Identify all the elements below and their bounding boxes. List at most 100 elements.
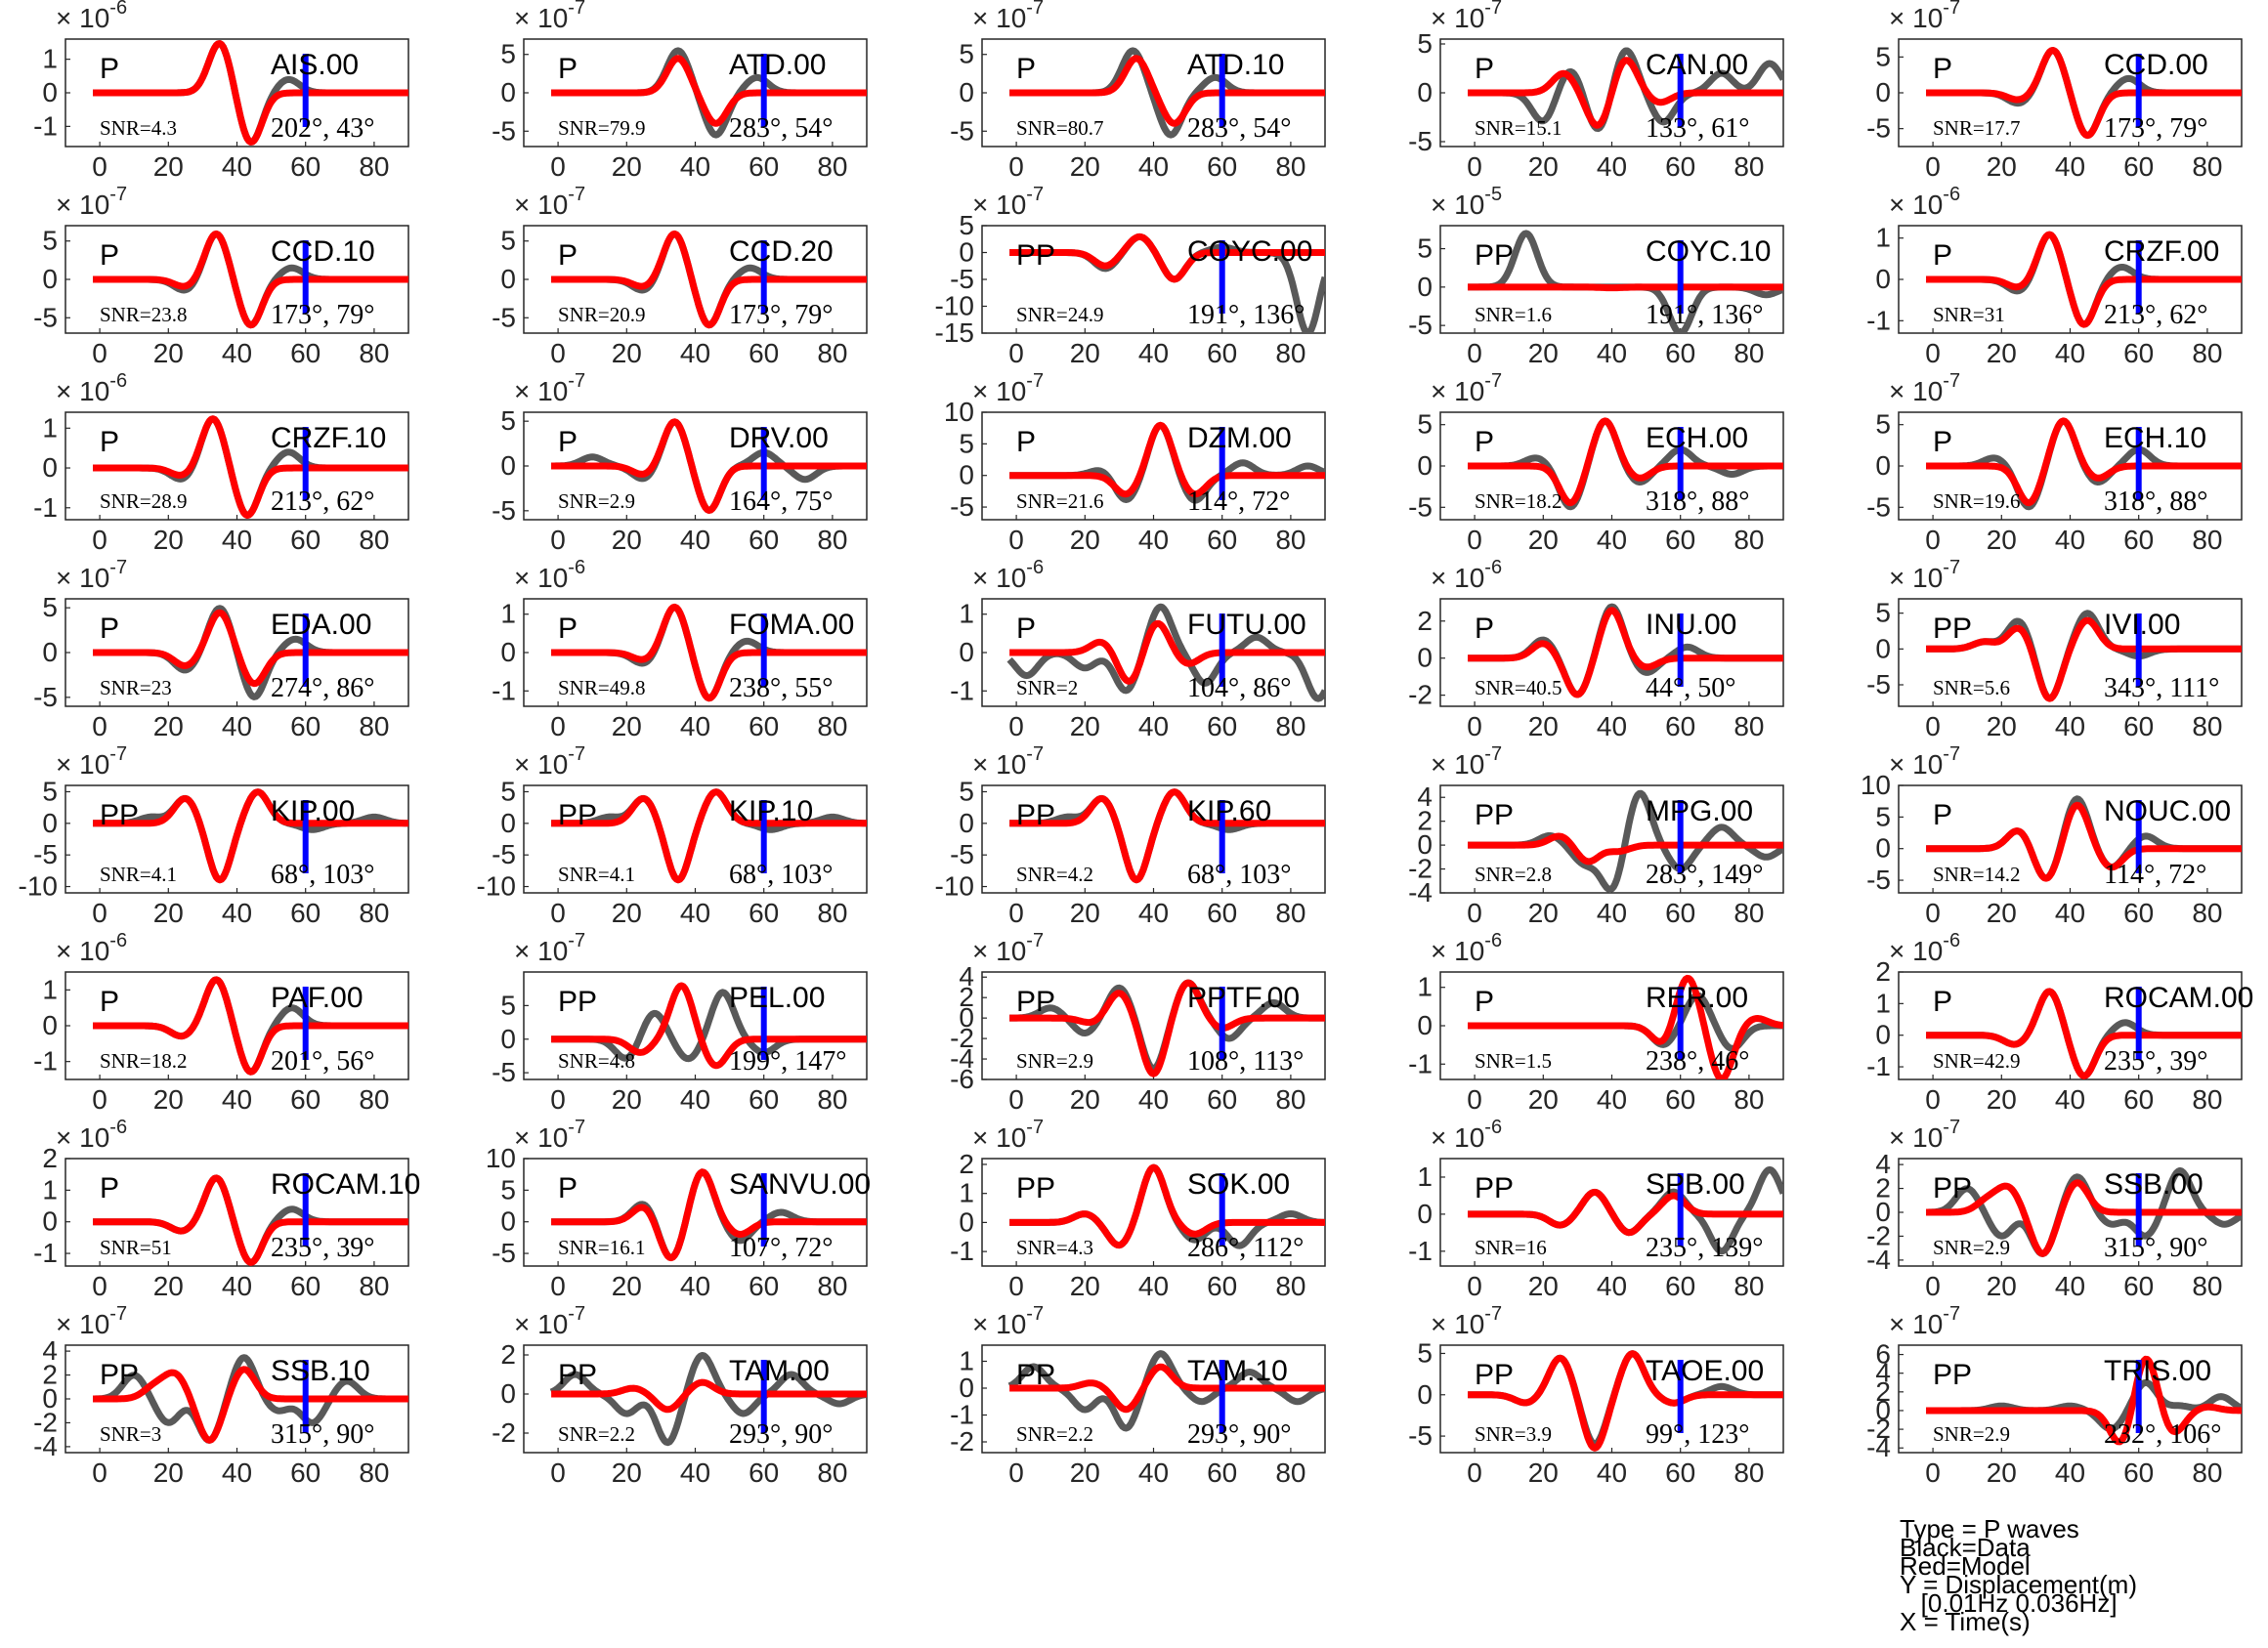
y-tick-label: 0 [959,77,974,107]
x-tick-label: 40 [2055,1458,2085,1488]
station-label: KIP.60 [1187,795,1271,827]
x-tick-label: 80 [359,338,389,368]
x-tick-label: 0 [92,525,107,555]
x-tick-label: 20 [1528,338,1559,368]
y-tick-label: 0 [1875,633,1891,663]
y-exponent-label: × 10-7 [514,0,585,33]
x-tick-label: 80 [2192,338,2222,368]
phase-label: PP [1016,799,1055,831]
y-tick-label: -5 [492,302,516,332]
phase-label: P [1475,53,1494,85]
x-tick-label: 0 [1008,1458,1024,1488]
x-tick-label: 40 [222,525,252,555]
azimuth-angle-label: 213°, 62° [271,486,374,517]
model-trace [91,40,408,146]
x-tick-label: 0 [1467,1084,1482,1115]
y-tick-label: 5 [500,39,516,69]
x-tick-label: 40 [1138,1084,1169,1115]
y-exponent-power: -7 [1943,1303,1960,1325]
y-tick-label: -5 [1408,491,1433,522]
model-trace [91,1174,408,1266]
x-tick-label: 60 [2123,711,2154,741]
panel-drv-00: 0 20 40 60 80 5 0 -5 × 10-7 P DRV.00 SNR=2.9 164°, 7… [492,370,868,555]
model-trace [1466,57,1783,129]
x-tick-label: 20 [612,898,642,928]
x-tick-label: 80 [817,1084,847,1115]
station-label: KIP.10 [729,795,813,827]
y-tick-label: 0 [959,1002,974,1033]
x-tick-label: 0 [92,1271,107,1301]
x-tick-label: 0 [92,151,107,182]
y-exponent-power: -6 [1026,557,1044,578]
y-tick-label: 5 [42,592,58,622]
x-tick-label: 40 [222,1458,252,1488]
x-tick-label: 80 [2192,525,2222,555]
y-tick-label: -5 [492,1238,516,1268]
phase-label: PP [100,799,139,831]
y-tick-label: 2 [1417,606,1433,636]
azimuth-angle-label: 164°, 75° [729,486,833,517]
azimuth-angle-label: 318°, 88° [1646,486,1749,517]
x-tick-label: 60 [749,1084,779,1115]
snr-label: SNR=15.1 [1475,116,1562,140]
x-tick-label: 20 [612,338,642,368]
station-label: CRZF.10 [271,422,386,454]
phase-label: P [1475,426,1494,458]
x-tick-label: 80 [1275,898,1305,928]
y-tick-label: 5 [1875,598,1891,628]
y-tick-label: -10 [935,291,974,321]
y-tick-label: 0 [500,808,516,838]
x-tick-label: 40 [1597,151,1627,182]
phase-label: P [1475,986,1494,1018]
phase-label: P [1475,613,1494,645]
y-tick-label: 5 [1417,233,1433,264]
legend-filter: [0.01Hz 0.036Hz] [1900,1588,2118,1618]
y-tick-label: 0 [1875,1020,1891,1050]
y-exponent-label: × 10-7 [972,930,1044,966]
x-tick-label: 60 [290,898,321,928]
y-exponent-label: × 10-7 [1431,1303,1502,1339]
x-tick-label: 0 [1008,1271,1024,1301]
y-tick-label: 0 [42,77,58,107]
y-tick-label: 4 [1417,782,1433,812]
x-tick-label: 40 [1138,1458,1169,1488]
y-tick-label: 5 [500,226,516,256]
y-tick-label: 2 [500,1339,516,1370]
legend-x-axis: X = Time(s) [1900,1607,2031,1636]
model-trace [1924,616,2242,702]
phase-label: PP [1475,1359,1514,1391]
y-exponent-power: -7 [568,370,585,392]
y-tick-label: -2 [950,1023,974,1053]
y-exponent-power: -6 [1484,557,1502,578]
y-exponent-power: -7 [1484,743,1502,765]
y-exponent-label: × 10-7 [56,184,127,220]
azimuth-angle-label: 44°, 50° [1646,673,1735,703]
x-tick-label: 0 [1925,525,1941,555]
snr-label: SNR=3 [100,1422,161,1446]
model-trace [1924,1355,2242,1446]
y-tick-label: 1 [1875,223,1891,253]
x-tick-label: 40 [680,711,710,741]
model-trace [549,230,867,329]
snr-label: SNR=5.6 [1933,676,2010,699]
azimuth-angle-label: 235°, 139° [1646,1233,1763,1263]
model-trace [1007,421,1325,498]
x-tick-label: 80 [1733,525,1764,555]
x-tick-label: 0 [1008,1084,1024,1115]
station-label: DZM.00 [1187,422,1292,454]
x-tick-label: 20 [1528,898,1559,928]
station-label: PEL.00 [729,982,825,1014]
snr-label: SNR=2.2 [1016,1422,1093,1446]
model-trace [91,1366,408,1444]
x-tick-label: 20 [612,1084,642,1115]
y-exponent-power: -7 [1026,930,1044,951]
azimuth-angle-label: 191°, 136° [1646,300,1763,330]
y-exponent-label: × 10-7 [972,0,1044,33]
x-tick-label: 80 [817,711,847,741]
x-tick-label: 0 [92,898,107,928]
snr-label: SNR=4.1 [100,863,177,886]
y-tick-label: 5 [1417,1337,1433,1368]
phase-label: P [558,426,578,458]
phase-label: P [558,1172,578,1204]
